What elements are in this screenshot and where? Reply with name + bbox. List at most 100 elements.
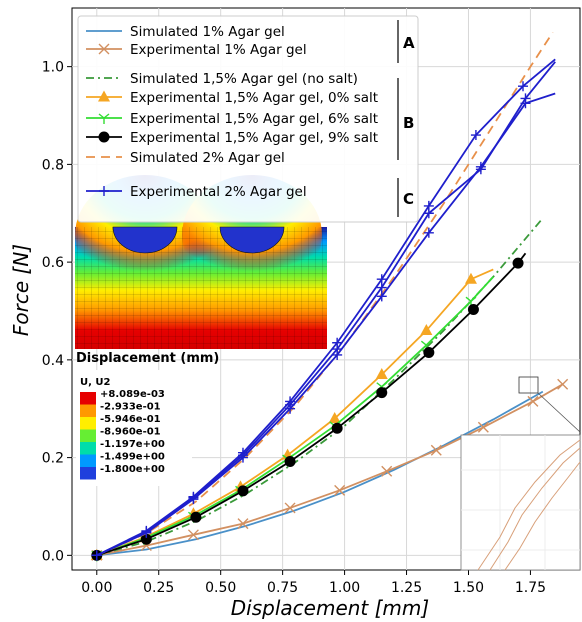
data-point-5 [331,422,343,434]
contour-swatch [80,467,96,480]
data-point-9 [423,208,434,219]
data-point-3 [420,324,433,336]
contour-level-label: -1.499e+00 [100,452,165,463]
series-line-0 [96,390,544,557]
legend-items: Simulated 1% Agar gel Experimental 1% Aga… [86,24,378,200]
data-point-9 [141,526,152,537]
zoom-inset-grid [461,435,580,570]
legend-group-c: C [403,190,414,208]
data-point-1 [557,378,569,390]
contour-legend: +8.089e-03 -2.933e-01-5.946e-01 -8.960e-01… [80,389,165,480]
data-point-8 [423,227,434,238]
data-point-1 [430,444,442,456]
data-point-5 [140,533,152,545]
x-tick-label: 1.75 [515,580,546,596]
data-point-1 [527,395,539,407]
data-point-5 [512,257,524,269]
contour-swatch [80,417,96,430]
y-tick-label: 0.6 [42,255,64,271]
x-tick-label: 0.50 [205,580,236,596]
data-point-5 [190,511,202,523]
legend-group-a: A [403,34,415,52]
y-tick-label: 0.0 [42,548,64,564]
series-layer [90,31,569,562]
data-point-9 [376,282,387,293]
y-tick-label: 0.2 [42,451,64,467]
contour-level-label: -1.800e+00 [100,464,165,475]
data-point-9 [475,164,486,175]
legend-label: Simulated 2% Agar gel [130,150,285,166]
y-tick-label: 1.0 [42,60,64,76]
data-point-9 [91,550,102,561]
legend [77,15,419,223]
data-point-7 [470,130,481,141]
legend-label: Experimental 1% Agar gel [130,42,307,58]
data-point-9 [332,344,343,355]
contour-swatch [80,429,96,442]
series-line-6 [96,31,554,557]
x-tick-label: 0.00 [81,580,112,596]
x-tick-label: 0.75 [267,580,298,596]
legend-marker [98,131,110,143]
y-axis-label: Force [N] [9,244,33,336]
data-point-5 [237,485,249,497]
data-point-3 [328,412,341,424]
data-point-8 [376,291,387,302]
data-point-9 [520,93,531,104]
x-axis-ticks: 0.00 0.25 0.50 0.75 1.00 1.25 1.50 1.75 [81,570,546,596]
contour-level-label: +8.089e-03 [100,389,165,400]
data-point-7 [518,81,529,92]
legend-marker [98,43,110,55]
legend-marker [98,90,110,102]
contour-level-label: -2.933e-01 [100,402,161,413]
legend-label: Simulated 1,5% Agar gel (no salt) [130,71,358,87]
legend-group-b: B [403,114,414,132]
data-point-3 [464,272,477,284]
zoom-region-box [518,376,539,394]
contour-swatch [80,442,96,455]
contour-swatch [80,392,96,405]
contour-level-label: -8.960e-01 [100,427,161,438]
legend-label: Experimental 1,5% Agar gel, 0% salt [130,90,378,106]
data-point-5 [376,387,388,399]
contour-swatch [80,404,96,417]
contour-legend-title: U, U2 [80,377,111,388]
right-indenter-icon [219,226,285,254]
x-axis-label: Displacement [mm] [231,596,429,620]
zoom-inset-curves [477,439,581,571]
legend-label: Experimental 1,5% Agar gel, 6% salt [130,111,378,127]
data-point-1 [237,518,249,530]
y-axis-ticks: 0.0 0.2 0.4 0.6 0.8 1.0 [42,60,72,564]
data-point-5 [467,304,479,316]
data-point-9 [237,450,248,461]
data-point-9 [285,399,296,410]
x-tick-label: 0.25 [143,580,174,596]
contour-level-label: -1.197e+00 [100,439,165,450]
data-point-1 [477,421,489,433]
data-point-1 [381,465,393,477]
contour-level-label: -5.946e-01 [100,414,161,425]
inset-title: Displacement (mm) [76,351,219,366]
x-tick-label: 1.00 [329,580,360,596]
series-line-4 [96,276,494,557]
legend-marker [99,186,109,196]
series-line-3 [96,268,494,557]
legend-marker [98,113,110,124]
y-tick-label: 0.4 [42,353,64,369]
data-point-5 [284,456,296,468]
data-point-9 [188,492,199,503]
data-point-1 [284,502,296,514]
legend-label: Simulated 1% Agar gel [130,24,285,40]
data-point-1 [334,484,346,496]
y-tick-label: 0.8 [42,157,64,173]
legend-label: Experimental 2% Agar gel [130,184,307,200]
x-tick-label: 1.50 [453,580,484,596]
data-point-5 [423,347,435,359]
zoom-connector [537,392,581,433]
contour-swatch [80,454,96,467]
x-tick-label: 1.25 [391,580,422,596]
legend-label: Experimental 1,5% Agar gel, 9% salt [130,130,378,146]
left-indenter-icon [112,226,178,254]
data-point-3 [375,368,388,380]
